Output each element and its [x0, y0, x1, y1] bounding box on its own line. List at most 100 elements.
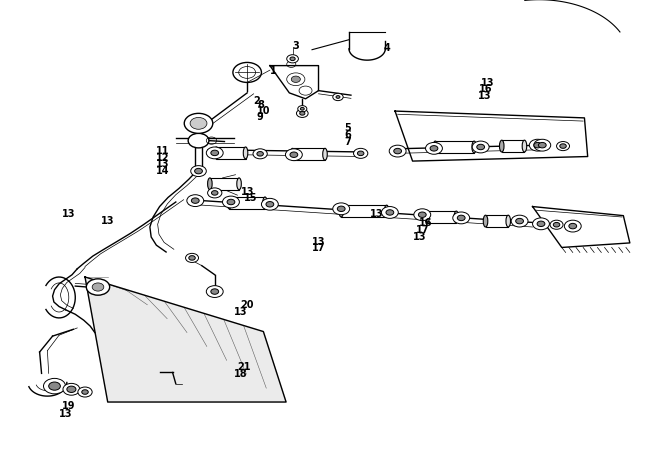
Circle shape	[287, 56, 298, 64]
Text: 13: 13	[62, 209, 76, 219]
Text: 13: 13	[413, 232, 426, 242]
Text: 13: 13	[157, 159, 170, 169]
Ellipse shape	[384, 206, 389, 217]
Text: 16: 16	[419, 218, 432, 228]
Circle shape	[86, 279, 110, 296]
Circle shape	[191, 198, 199, 204]
Ellipse shape	[207, 178, 212, 190]
Circle shape	[211, 151, 218, 156]
Text: 13: 13	[234, 306, 248, 316]
Circle shape	[337, 207, 345, 212]
Circle shape	[382, 207, 398, 219]
Ellipse shape	[522, 141, 526, 153]
Text: 13: 13	[312, 236, 326, 246]
Circle shape	[222, 197, 239, 208]
Circle shape	[206, 148, 223, 159]
Bar	[502, 141, 525, 153]
Circle shape	[188, 256, 195, 261]
Circle shape	[426, 143, 443, 155]
Circle shape	[194, 169, 202, 174]
Text: 21: 21	[237, 361, 251, 371]
Ellipse shape	[263, 197, 267, 209]
Text: 19: 19	[62, 400, 76, 410]
Ellipse shape	[291, 149, 295, 161]
Circle shape	[78, 387, 92, 397]
Ellipse shape	[499, 141, 504, 153]
Circle shape	[257, 152, 263, 157]
Circle shape	[453, 212, 470, 224]
Circle shape	[261, 199, 278, 211]
Bar	[486, 216, 508, 228]
Text: 9: 9	[257, 111, 264, 121]
Circle shape	[44, 379, 66, 394]
Circle shape	[266, 202, 274, 207]
Circle shape	[287, 74, 305, 86]
Ellipse shape	[214, 148, 218, 159]
Polygon shape	[85, 278, 286, 402]
Circle shape	[564, 221, 581, 233]
Circle shape	[227, 200, 235, 205]
Ellipse shape	[227, 197, 231, 209]
Circle shape	[187, 195, 203, 207]
Text: 15: 15	[244, 193, 257, 203]
Text: 13: 13	[480, 77, 494, 87]
Circle shape	[414, 209, 431, 221]
Circle shape	[534, 140, 551, 152]
Circle shape	[532, 218, 549, 230]
Text: 6: 6	[344, 130, 351, 140]
Text: 1: 1	[270, 66, 277, 76]
Circle shape	[333, 94, 343, 101]
Circle shape	[290, 153, 298, 158]
Ellipse shape	[323, 149, 327, 161]
Circle shape	[511, 216, 528, 228]
Circle shape	[300, 108, 304, 111]
Circle shape	[185, 254, 198, 263]
Circle shape	[569, 224, 577, 229]
Circle shape	[419, 212, 426, 218]
Circle shape	[473, 142, 489, 153]
Bar	[427, 212, 456, 223]
Circle shape	[211, 191, 218, 196]
Circle shape	[538, 143, 546, 149]
Ellipse shape	[237, 178, 241, 190]
Circle shape	[534, 143, 541, 149]
Text: 20: 20	[240, 300, 254, 309]
Ellipse shape	[472, 142, 476, 153]
Circle shape	[207, 188, 222, 198]
Text: 17: 17	[416, 225, 429, 235]
Text: 18: 18	[234, 369, 248, 379]
Bar	[292, 149, 325, 161]
Circle shape	[537, 222, 545, 227]
Text: 7: 7	[344, 136, 351, 147]
Circle shape	[529, 140, 546, 152]
Bar	[229, 197, 265, 209]
Ellipse shape	[425, 212, 430, 223]
Circle shape	[92, 283, 104, 292]
Circle shape	[190, 166, 206, 177]
Circle shape	[188, 134, 209, 149]
Text: 11: 11	[157, 146, 170, 155]
Ellipse shape	[506, 216, 510, 228]
Circle shape	[82, 390, 88, 394]
Ellipse shape	[433, 142, 437, 153]
Text: 10: 10	[257, 106, 270, 116]
Text: 2: 2	[254, 96, 261, 106]
Text: 16: 16	[479, 84, 493, 94]
Circle shape	[553, 223, 560, 228]
Circle shape	[298, 106, 307, 113]
Circle shape	[285, 150, 302, 161]
Circle shape	[290, 58, 295, 61]
Circle shape	[184, 114, 213, 134]
Circle shape	[358, 152, 364, 156]
Text: 13: 13	[478, 91, 491, 101]
Text: 5: 5	[344, 123, 351, 133]
Circle shape	[476, 145, 484, 151]
Circle shape	[211, 289, 218, 295]
Circle shape	[190, 118, 207, 130]
Circle shape	[296, 110, 308, 118]
Text: 4: 4	[384, 43, 390, 53]
Ellipse shape	[243, 148, 248, 159]
Circle shape	[556, 142, 569, 152]
Circle shape	[515, 219, 523, 224]
Bar	[341, 206, 387, 217]
